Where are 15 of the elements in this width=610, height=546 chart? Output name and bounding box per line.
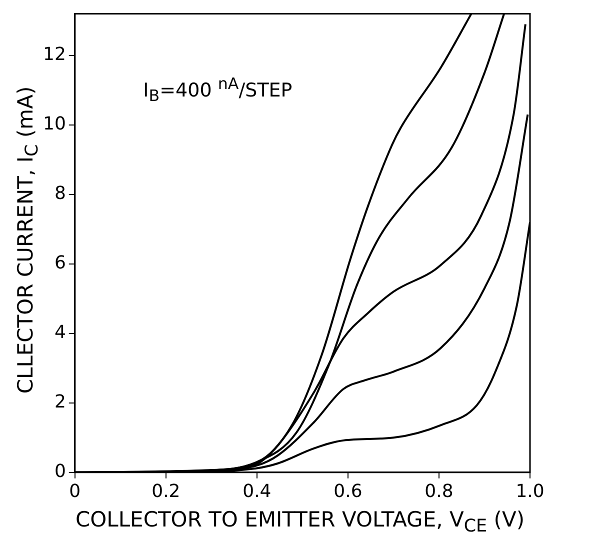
y-tick-label: 0	[54, 461, 66, 482]
y-tick-label: 12	[43, 44, 66, 66]
x-tick-label: 1.0	[516, 480, 544, 502]
x-tick-label: 0.4	[242, 480, 272, 502]
x-tick-label: 0.6	[334, 480, 362, 502]
y-tick-label: 2	[54, 392, 66, 413]
x-tick-label: 0.8	[424, 480, 454, 502]
y-tick-label: 4	[54, 322, 66, 344]
y-tick-label: 8	[54, 183, 66, 204]
x-tick-label: 0	[69, 480, 81, 502]
y-tick-label: 6	[54, 252, 66, 274]
x-axis-title: COLLECTOR TO EMITTER VOLTAGE, V$_{CE}$ (V)	[75, 507, 525, 537]
annotation: I$_{B}$=400 $^{nA}$/STEP	[143, 74, 292, 105]
y-tick-label: 10	[43, 114, 66, 135]
x-tick-label: 0.2	[152, 480, 180, 502]
